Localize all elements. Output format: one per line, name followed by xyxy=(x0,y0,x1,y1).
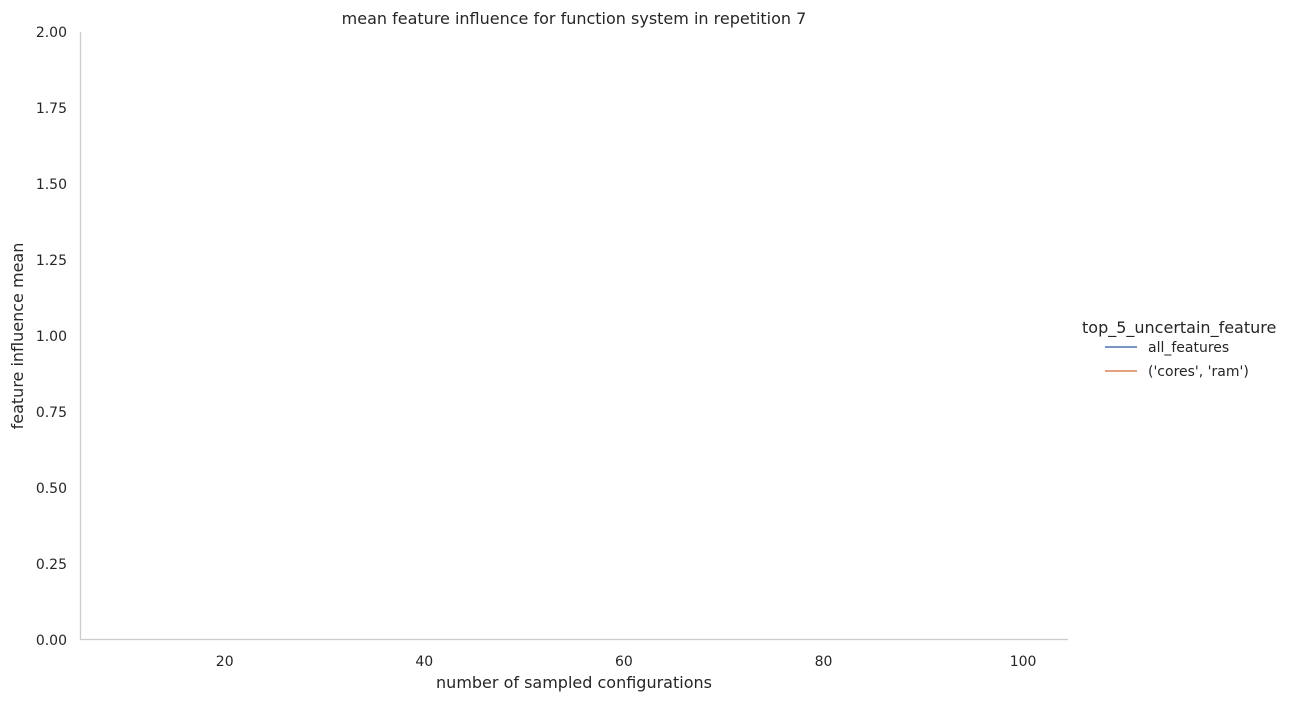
y-tick-label: 1.00 xyxy=(36,329,67,345)
x-axis-label: number of sampled configurations xyxy=(436,673,712,692)
y-tick-label: 0.00 xyxy=(36,633,67,649)
y-tick-label: 1.25 xyxy=(36,253,67,269)
legend-label-0: all_features xyxy=(1148,340,1229,356)
legend-label-1: ('cores', 'ram') xyxy=(1148,364,1249,380)
x-tick-label: 20 xyxy=(216,654,234,670)
x-tick-label: 80 xyxy=(815,654,833,670)
y-axis-label: feature influence mean xyxy=(8,243,27,430)
y-axis-ticks: 0.00 0.25 0.50 0.75 1.00 1.25 1.50 1.75 2.00 xyxy=(36,25,67,649)
legend: top_5_uncertain_feature all_features ('co… xyxy=(1082,318,1276,380)
legend-title: top_5_uncertain_feature xyxy=(1082,318,1276,338)
y-tick-label: 2.00 xyxy=(36,25,67,41)
chart-title: mean feature influence for function syst… xyxy=(342,9,807,28)
y-tick-label: 0.50 xyxy=(36,481,67,497)
x-tick-label: 60 xyxy=(615,654,633,670)
x-tick-label: 100 xyxy=(1010,654,1037,670)
x-tick-label: 40 xyxy=(415,654,433,670)
y-tick-label: 1.50 xyxy=(36,177,67,193)
y-tick-label: 1.75 xyxy=(36,101,67,117)
y-tick-label: 0.75 xyxy=(36,405,67,421)
y-tick-label: 0.25 xyxy=(36,557,67,573)
x-axis-ticks: 20 40 60 80 100 xyxy=(216,654,1037,670)
